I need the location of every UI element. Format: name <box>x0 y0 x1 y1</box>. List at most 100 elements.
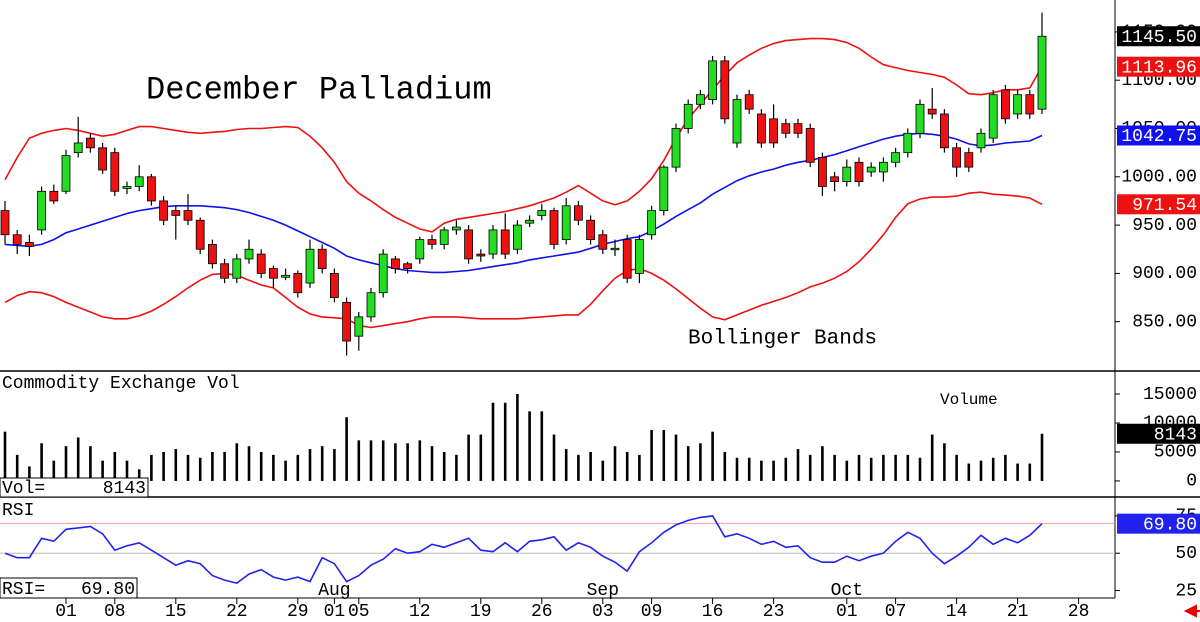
candle-body <box>317 248 327 269</box>
candle-body <box>513 224 522 250</box>
candle-body <box>976 132 986 149</box>
candle-body <box>781 123 791 134</box>
candle-body <box>879 161 888 173</box>
x-tick-label: 29 <box>287 602 309 622</box>
candle-body <box>378 253 388 294</box>
candle-body <box>439 229 449 245</box>
x-tick-label: 12 <box>409 602 431 622</box>
candle-body <box>830 176 839 183</box>
candle-body <box>98 147 107 171</box>
band-line <box>4 191 1043 329</box>
month-label: Aug <box>318 581 350 601</box>
value-box-label: Vol= <box>2 479 45 499</box>
x-tick-label: 01 <box>324 602 346 622</box>
last-value-label: 1042.75 <box>1121 127 1197 147</box>
candle-body <box>1037 35 1047 110</box>
last-value-marker <box>1117 26 1200 47</box>
candle-body <box>561 205 571 240</box>
candle-body <box>49 190 59 202</box>
candle-body <box>671 128 681 168</box>
candle-body <box>915 103 925 134</box>
candle-body <box>488 229 498 255</box>
panel-title: RSI <box>2 501 34 521</box>
candle-body <box>988 94 998 139</box>
candle-body <box>329 272 339 298</box>
candle-body <box>964 152 974 168</box>
candle-body <box>927 108 937 115</box>
x-tick-label: 26 <box>531 602 553 622</box>
value-box <box>0 577 138 599</box>
candle-body <box>171 210 181 216</box>
candle-body <box>635 239 644 274</box>
candle-body <box>940 113 949 149</box>
candle-body <box>525 219 534 224</box>
y-tick-label: 25 <box>1175 581 1197 601</box>
y-tick-label: 5000 <box>1154 443 1197 463</box>
candle-body <box>159 200 169 221</box>
candle-body <box>451 226 461 231</box>
candle-body <box>366 292 376 318</box>
value-box-value: 69.80 <box>81 580 135 600</box>
candle-body <box>1025 94 1035 115</box>
x-tick-label: 19 <box>470 602 492 622</box>
candle-body <box>793 123 803 134</box>
scroll-arrow[interactable] <box>1183 604 1200 618</box>
candle-body <box>134 176 144 187</box>
candle-body <box>659 166 669 212</box>
candle-body <box>903 132 913 154</box>
last-value-label: 971.54 <box>1132 196 1197 216</box>
last-value-marker <box>1117 194 1200 215</box>
candle-body <box>427 239 437 245</box>
value-box-label: RSI= <box>2 580 45 600</box>
candle-body <box>305 248 315 284</box>
candle-body <box>86 137 95 149</box>
candle-body <box>476 253 486 257</box>
band-line <box>4 132 1043 274</box>
annotation: Volume <box>940 391 998 409</box>
chart-title: December Palladium <box>146 71 492 108</box>
candle-body <box>586 219 595 240</box>
candle-body <box>610 247 620 251</box>
y-tick-label: 50 <box>1175 544 1197 564</box>
candle-body <box>354 316 364 337</box>
candle-body <box>415 239 425 260</box>
candle-body <box>952 147 961 168</box>
x-tick-label: 05 <box>348 602 370 622</box>
x-tick-label: 15 <box>165 602 187 622</box>
candle-body <box>61 155 71 192</box>
candle-body <box>207 244 217 265</box>
candle-body <box>500 229 510 255</box>
candle-body <box>549 210 559 245</box>
candle-body <box>696 94 705 105</box>
candle-body <box>195 219 205 250</box>
x-tick-label: 21 <box>1007 602 1029 622</box>
candle-body <box>293 272 303 294</box>
last-value-marker <box>1117 423 1200 444</box>
last-value-marker <box>1117 56 1200 77</box>
candle-body <box>464 229 474 260</box>
candle-body <box>73 142 83 154</box>
y-tick-label: 900.00 <box>1132 264 1197 284</box>
candle-body <box>12 234 22 245</box>
x-tick-label: 01 <box>836 602 858 622</box>
candle-body <box>37 190 46 231</box>
candle-body <box>268 268 278 279</box>
candle-body <box>757 113 766 144</box>
candle-body <box>866 166 876 173</box>
candle-body <box>1001 89 1010 120</box>
x-tick-label: 16 <box>702 602 724 622</box>
x-tick-label: 08 <box>104 602 126 622</box>
candle-body <box>769 118 778 144</box>
candle-body <box>146 176 156 202</box>
month-label: Oct <box>831 581 863 601</box>
candle-body <box>598 234 608 250</box>
last-value-marker <box>1117 125 1200 146</box>
x-tick-label: 28 <box>1068 602 1090 622</box>
candle-body <box>720 60 730 120</box>
candle-body <box>647 210 656 236</box>
candle-body <box>537 210 547 216</box>
rsi-line <box>4 515 1043 584</box>
y-tick-label: 0 <box>1186 472 1197 492</box>
candle-body <box>403 263 413 269</box>
